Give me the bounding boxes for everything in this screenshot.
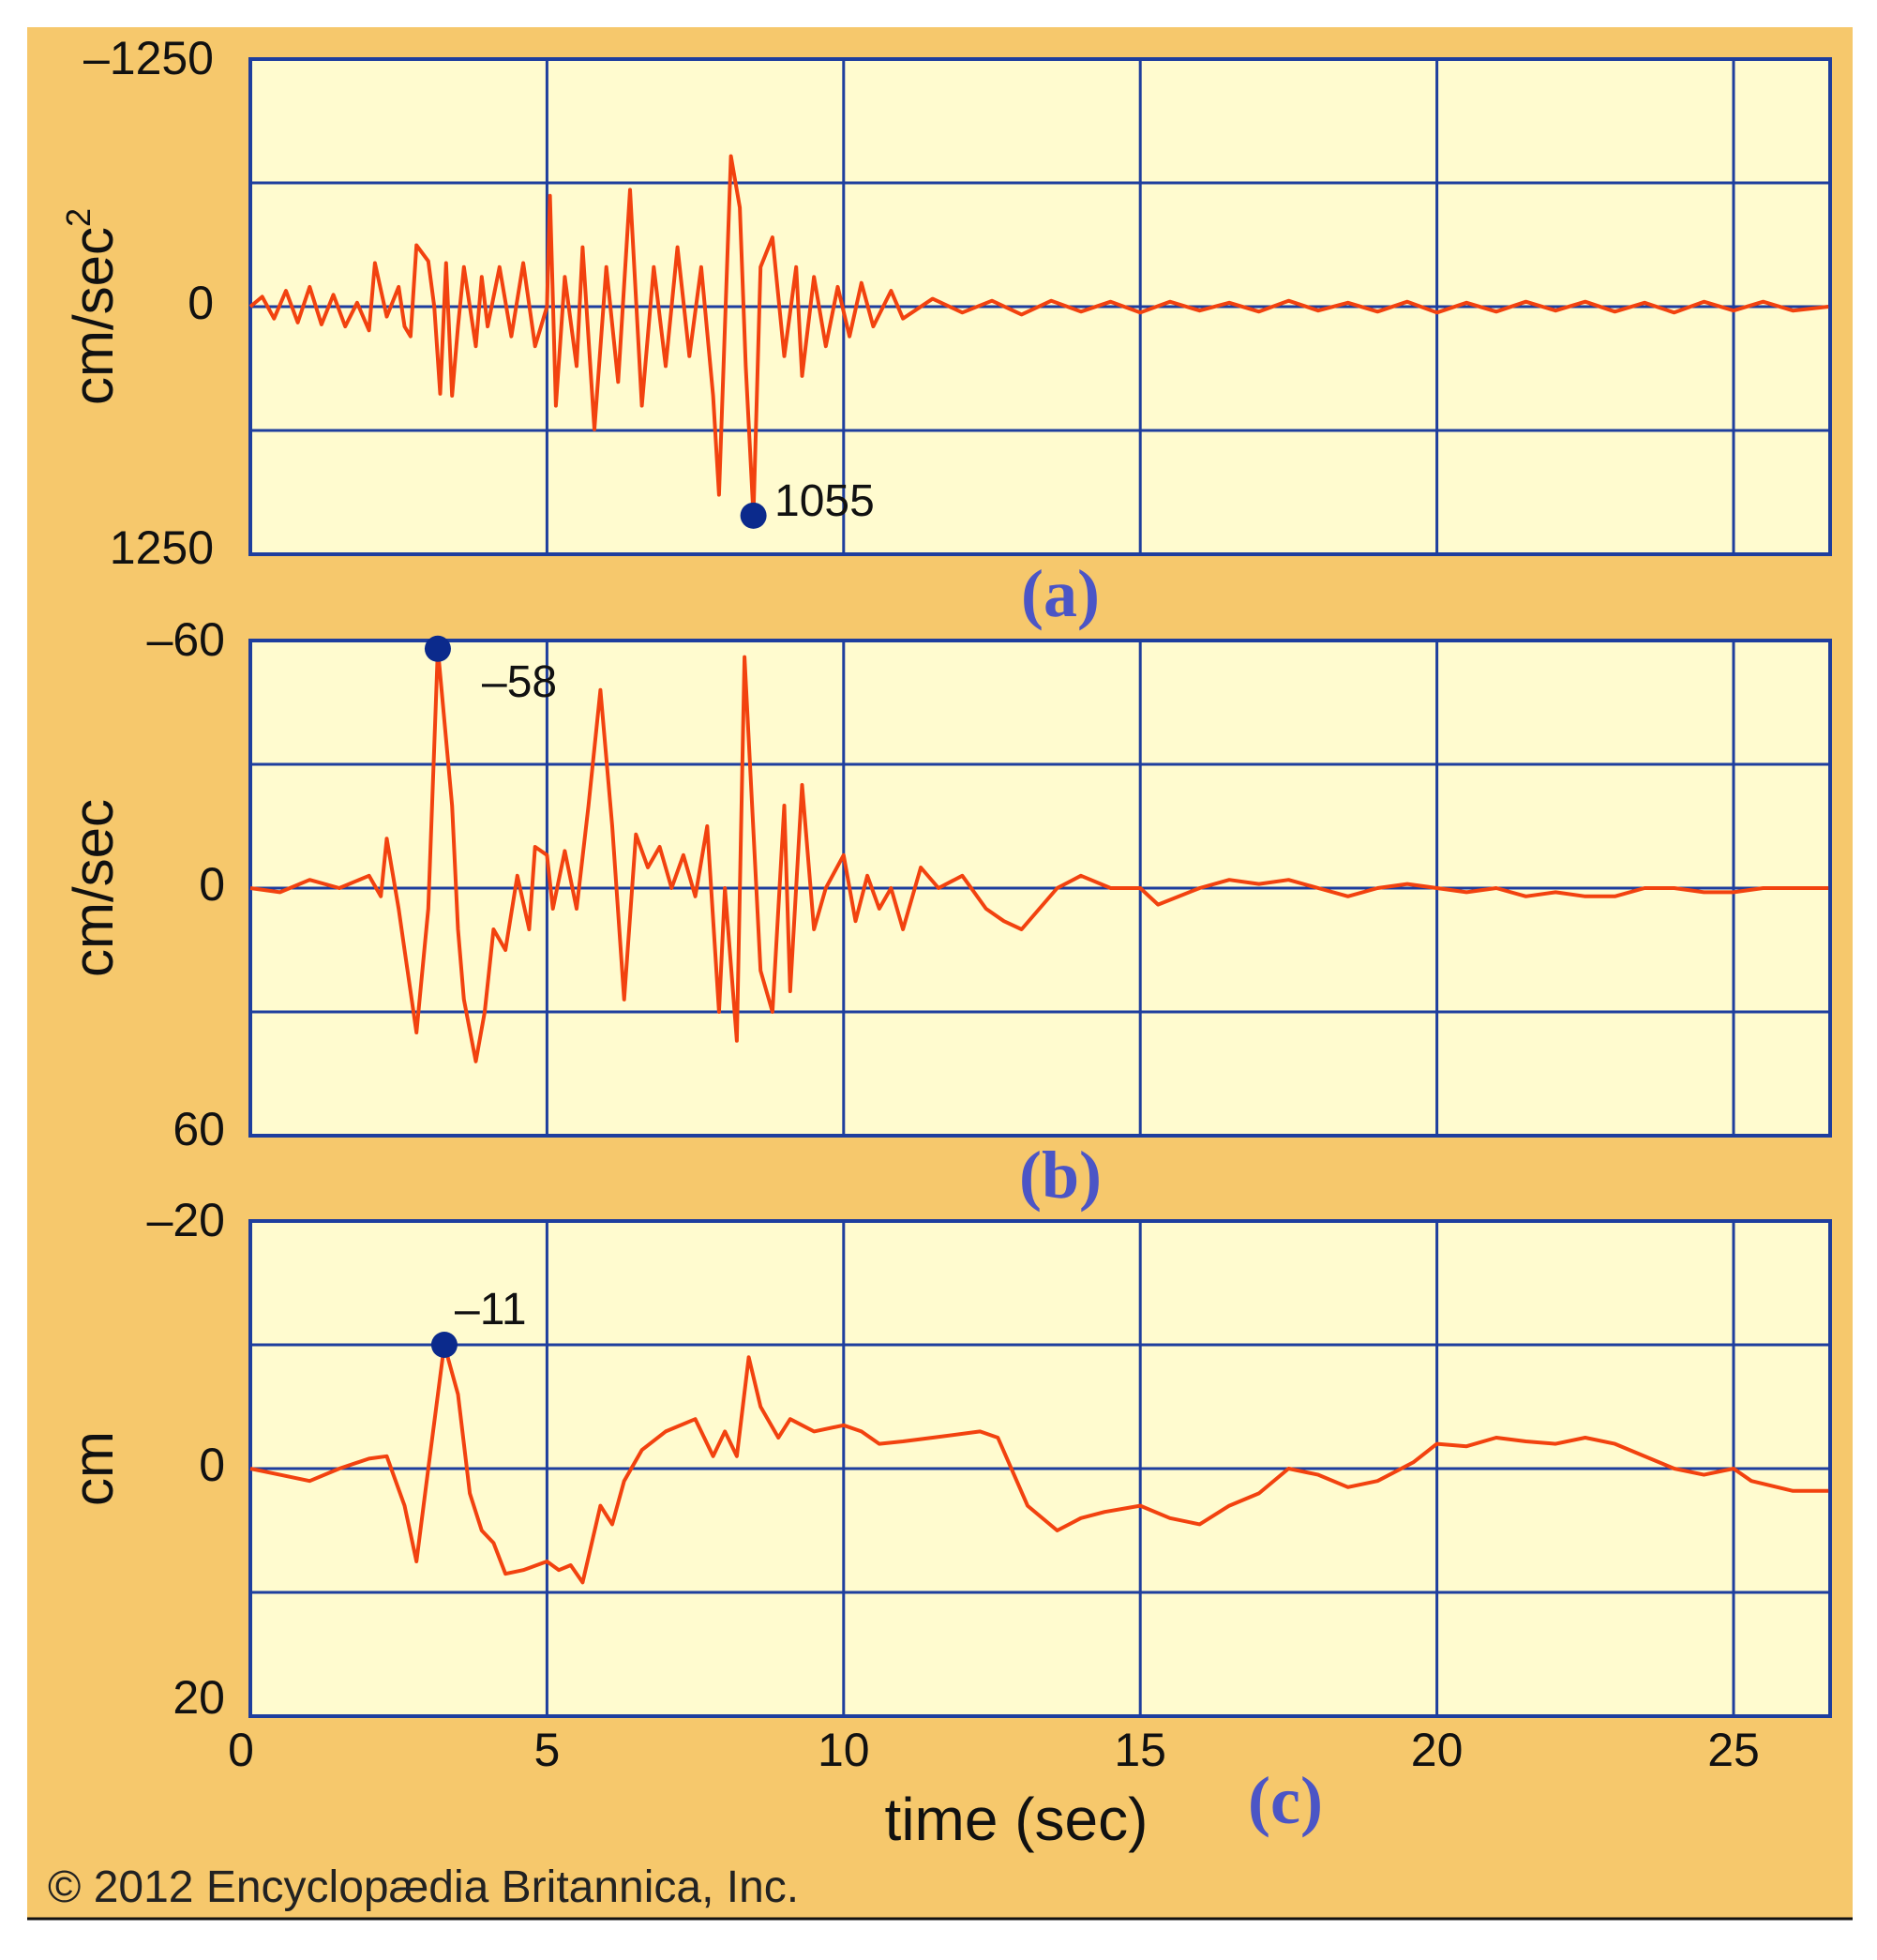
x-axis-label: time (sec): [885, 1786, 1149, 1853]
ylabel-a-superscript: 2: [59, 208, 98, 227]
ylabel-b: cm/sec: [62, 799, 125, 977]
peak-marker-a: [740, 502, 767, 529]
ytick-c-zero: 0: [199, 1439, 225, 1491]
xtick-label: 5: [533, 1724, 560, 1776]
copyright-notice: © 2012 Encyclopædia Britannica, Inc.: [48, 1862, 799, 1912]
xtick-label: 0: [228, 1724, 254, 1776]
ytick-b-bottom: 60: [173, 1103, 225, 1155]
peak-label-c: –11: [455, 1285, 527, 1334]
xtick-label: 20: [1411, 1724, 1464, 1776]
panel-label-c: (c): [1248, 1763, 1323, 1838]
xtick-label: 10: [818, 1724, 870, 1776]
peak-marker-c: [430, 1332, 458, 1358]
ytick-c-bottom: 20: [173, 1671, 225, 1724]
peak-label-b: –58: [482, 657, 557, 707]
ytick-b-zero: 0: [199, 858, 225, 911]
ytick-a-bottom: 1250: [110, 521, 214, 574]
peak-label-a: 1055: [774, 476, 875, 526]
ytick-b-top: –60: [147, 613, 225, 666]
trace-line-c: [249, 1343, 1829, 1585]
ylabel-a: cm/sec2: [59, 208, 125, 405]
ytick-c-top: –20: [147, 1194, 225, 1246]
panel-label-b: (b): [1019, 1138, 1102, 1213]
xtick-label: 25: [1707, 1724, 1760, 1776]
ytick-a-zero: 0: [188, 277, 214, 329]
panel-label-a: (a): [1021, 556, 1100, 631]
peak-marker-b: [424, 635, 451, 662]
xtick-label: 15: [1114, 1724, 1166, 1776]
ylabel-c: cm: [62, 1431, 125, 1506]
trace-line-b: [249, 646, 1829, 1063]
ytick-a-top: –1250: [83, 32, 214, 84]
trace-line-a: [248, 154, 1829, 518]
